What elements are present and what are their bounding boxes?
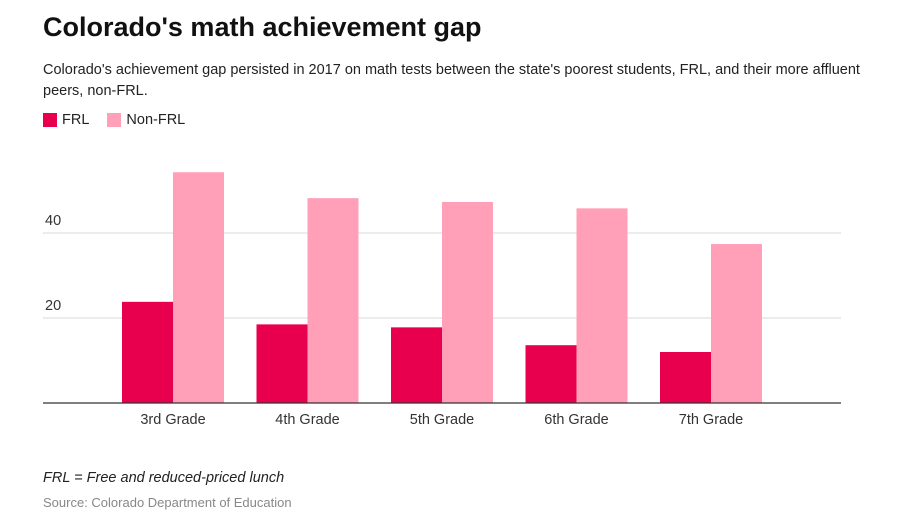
bar-non-frl-5 — [711, 244, 762, 403]
bar-frl-2 — [256, 324, 308, 403]
x-tick-label: 5th Grade — [410, 412, 475, 428]
legend-swatch-non-frl — [107, 113, 122, 127]
bar-non-frl-4 — [576, 208, 628, 403]
legend-swatch-frl — [43, 113, 57, 127]
axes: 20 40 3rd Grade 4th Grade 5th Grade 6th Grade… — [43, 213, 841, 428]
legend-label-non-frl: Non-FRL — [126, 112, 186, 128]
bar-non-frl-1 — [173, 172, 224, 403]
bar-frl-3 — [391, 327, 442, 403]
x-tick-label: 6th Grade — [544, 412, 609, 428]
chart-title: Colorado's math achievement gap — [43, 12, 482, 42]
bar-chart: 20 40 3rd Grade 4th Grade 5th Grade 6th Grade… — [43, 172, 841, 428]
legend-item-frl: FRL — [43, 112, 89, 128]
x-tick-label: 7th Grade — [679, 412, 744, 428]
y-tick-label: 40 — [45, 213, 61, 229]
legend-item-non-frl: Non-FRL — [107, 112, 185, 128]
x-tick-label: 3rd Grade — [140, 412, 205, 428]
bar-non-frl-2 — [307, 198, 359, 403]
source-credit: Source: Colorado Department of Education — [43, 495, 292, 510]
footnote: FRL = Free and reduced-priced lunch — [43, 470, 285, 486]
bars — [122, 172, 762, 403]
bar-frl-5 — [660, 352, 711, 403]
y-tick-label: 20 — [45, 298, 61, 314]
legend: FRL Non-FRL — [43, 112, 203, 128]
bar-non-frl-3 — [442, 201, 493, 403]
legend-label-frl: FRL — [62, 112, 90, 128]
bar-frl-4 — [525, 345, 577, 403]
chart-subtitle: Colorado's achievement gap persisted in … — [43, 62, 860, 99]
bar-frl-1 — [122, 301, 173, 403]
x-tick-label: 4th Grade — [275, 412, 340, 428]
